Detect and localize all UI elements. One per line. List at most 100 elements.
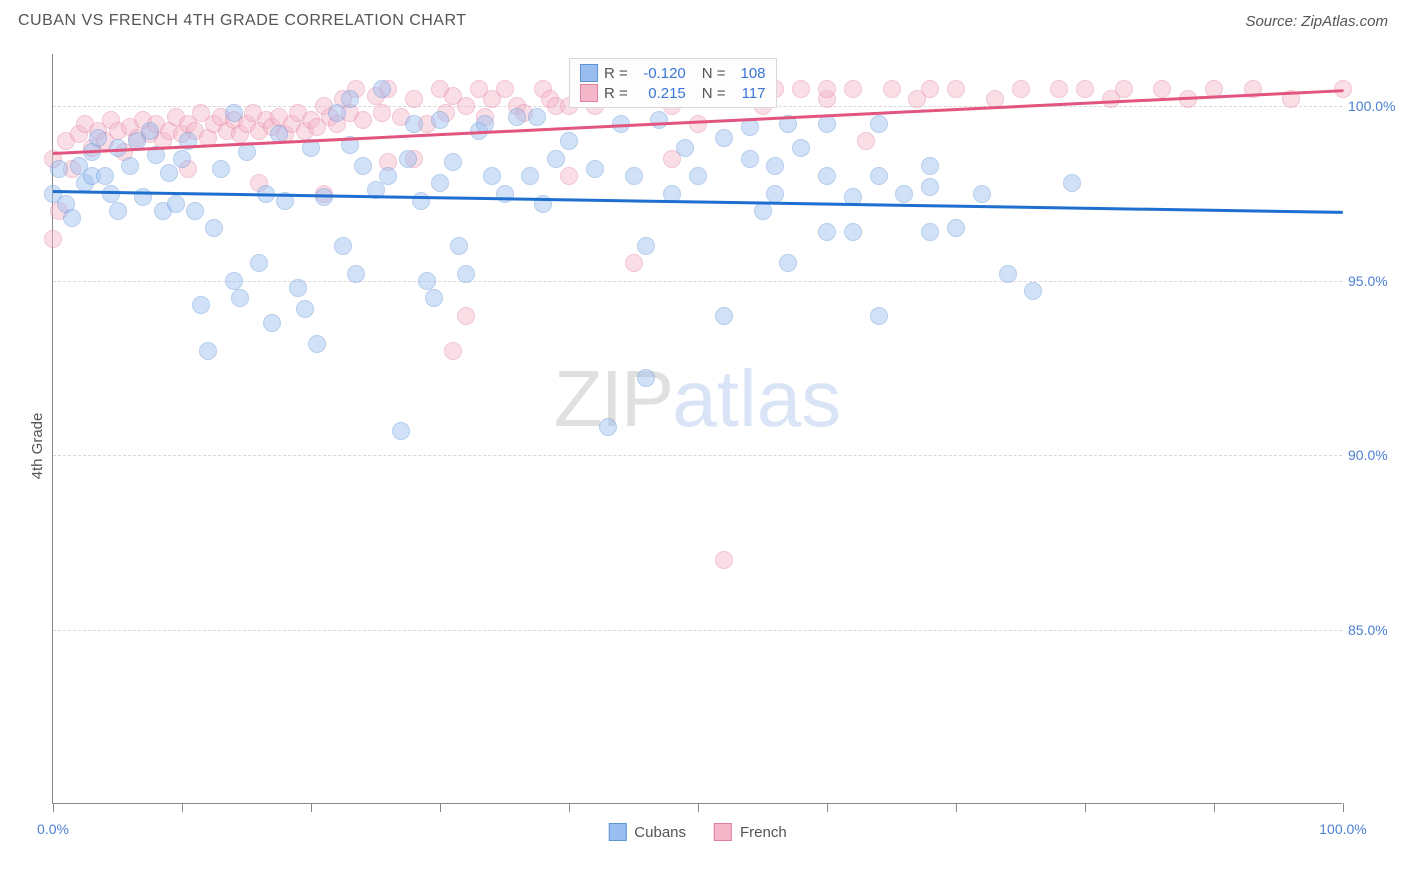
- cubans-point: [109, 202, 127, 220]
- cubans-point: [289, 279, 307, 297]
- cubans-point: [560, 132, 578, 150]
- french-point: [496, 80, 514, 98]
- r-label: R =: [604, 65, 628, 82]
- french-point: [1115, 80, 1133, 98]
- cubans-point: [1063, 174, 1081, 192]
- cubans-point: [405, 115, 423, 133]
- cubans-point: [999, 265, 1017, 283]
- x-tick: [440, 803, 441, 812]
- legend-row-cubans: R =-0.120N =108: [580, 63, 766, 83]
- french-point: [1153, 80, 1171, 98]
- legend-label: French: [740, 824, 787, 841]
- cubans-point: [676, 139, 694, 157]
- cubans-point: [818, 115, 836, 133]
- cubans-point: [296, 300, 314, 318]
- cubans-point: [921, 157, 939, 175]
- watermark-atlas: atlas: [672, 354, 841, 443]
- cubans-point: [89, 129, 107, 147]
- x-tick: [182, 803, 183, 812]
- cubans-point: [63, 209, 81, 227]
- cubans-point: [754, 202, 772, 220]
- cubans-point: [637, 237, 655, 255]
- cubans-point: [844, 223, 862, 241]
- cubans-swatch: [580, 64, 598, 82]
- cubans-point: [50, 160, 68, 178]
- cubans-point: [205, 219, 223, 237]
- x-tick: [569, 803, 570, 812]
- cubans-point: [399, 150, 417, 168]
- cubans-point: [263, 314, 281, 332]
- cubans-point: [308, 335, 326, 353]
- cubans-point: [225, 104, 243, 122]
- french-point: [883, 80, 901, 98]
- cubans-point: [199, 342, 217, 360]
- chart-source: Source: ZipAtlas.com: [1245, 13, 1388, 30]
- cubans-point: [315, 188, 333, 206]
- cubans-point: [444, 153, 462, 171]
- y-tick-label: 90.0%: [1348, 447, 1400, 463]
- cubans-point: [586, 160, 604, 178]
- french-point: [457, 97, 475, 115]
- cubans-point: [973, 185, 991, 203]
- cubans-point: [450, 237, 468, 255]
- cubans-point: [547, 150, 565, 168]
- cubans-point: [212, 160, 230, 178]
- y-tick-label: 85.0%: [1348, 622, 1400, 638]
- r-value: -0.120: [634, 65, 686, 82]
- cubans-point: [895, 185, 913, 203]
- r-value: 0.215: [634, 85, 686, 102]
- x-tick: [1214, 803, 1215, 812]
- cubans-point: [225, 272, 243, 290]
- cubans-point: [521, 167, 539, 185]
- cubans-point: [160, 164, 178, 182]
- cubans-point: [431, 174, 449, 192]
- french-point: [818, 80, 836, 98]
- french-point: [1012, 80, 1030, 98]
- gridline: [53, 630, 1342, 631]
- french-point: [921, 80, 939, 98]
- cubans-trendline: [53, 190, 1343, 213]
- french-point: [689, 115, 707, 133]
- legend-row-french: R =0.215N =117: [580, 83, 766, 103]
- legend-label: Cubans: [634, 824, 686, 841]
- cubans-point: [347, 265, 365, 283]
- french-point: [625, 254, 643, 272]
- cubans-point: [818, 223, 836, 241]
- cubans-point: [334, 237, 352, 255]
- series-legend: Cubans French: [608, 823, 786, 841]
- x-tick: [1343, 803, 1344, 812]
- cubans-point: [625, 167, 643, 185]
- legend-item-cubans: Cubans: [608, 823, 686, 841]
- cubans-point: [650, 111, 668, 129]
- french-point: [373, 104, 391, 122]
- correlation-legend: R =-0.120N =108R =0.215N =117: [569, 58, 777, 108]
- cubans-point: [637, 369, 655, 387]
- french-point: [947, 80, 965, 98]
- cubans-point: [1024, 282, 1042, 300]
- x-tick: [956, 803, 957, 812]
- cubans-point: [779, 254, 797, 272]
- french-point: [792, 80, 810, 98]
- french-point: [457, 307, 475, 325]
- cubans-point: [379, 167, 397, 185]
- french-point: [1076, 80, 1094, 98]
- french-point: [560, 167, 578, 185]
- x-tick: [1085, 803, 1086, 812]
- y-tick-label: 95.0%: [1348, 273, 1400, 289]
- x-tick-label: 100.0%: [1319, 821, 1366, 837]
- cubans-point: [373, 80, 391, 98]
- french-point: [844, 80, 862, 98]
- x-tick: [698, 803, 699, 812]
- cubans-point: [231, 289, 249, 307]
- cubans-swatch-icon: [608, 823, 626, 841]
- cubans-point: [715, 307, 733, 325]
- cubans-point: [921, 178, 939, 196]
- x-tick: [53, 803, 54, 812]
- cubans-point: [121, 157, 139, 175]
- cubans-point: [715, 129, 733, 147]
- r-label: R =: [604, 85, 628, 102]
- cubans-point: [599, 418, 617, 436]
- cubans-point: [483, 167, 501, 185]
- cubans-point: [186, 202, 204, 220]
- cubans-point: [870, 167, 888, 185]
